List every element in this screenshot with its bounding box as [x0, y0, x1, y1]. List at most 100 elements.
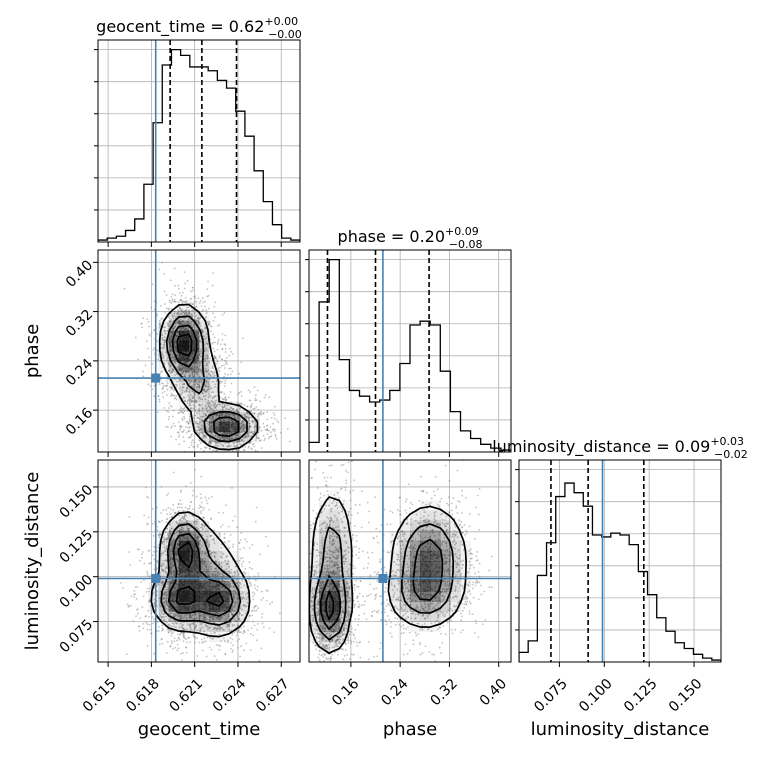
sample-point: [178, 287, 180, 290]
sample-point: [216, 426, 219, 429]
sample-point: [179, 299, 182, 301]
sample-point: [201, 641, 204, 644]
sample-point: [250, 585, 253, 587]
sample-point: [245, 435, 248, 438]
sample-point: [176, 312, 179, 314]
sample-point: [195, 305, 198, 308]
sample-point: [188, 318, 190, 321]
sample-point: [157, 621, 159, 623]
sample-point: [265, 599, 268, 602]
sample-point: [238, 419, 241, 422]
sample-point: [195, 429, 198, 432]
sample-point: [206, 342, 209, 345]
sample-point: [244, 568, 247, 570]
sample-point: [214, 383, 217, 386]
sample-point: [221, 380, 223, 383]
sample-point: [230, 420, 233, 423]
sample-point: [209, 374, 212, 377]
sample-point: [163, 343, 166, 346]
sample-point: [243, 416, 246, 419]
sample-point: [253, 592, 256, 595]
sample-point: [216, 348, 219, 351]
sample-point: [176, 431, 179, 434]
sample-point: [140, 322, 143, 325]
sample-point: [237, 411, 239, 413]
sample-point: [270, 435, 273, 438]
sample-point: [158, 383, 161, 385]
sample-point: [165, 494, 168, 497]
sample-point: [232, 353, 234, 355]
sample-point: [196, 669, 198, 671]
sample-point: [212, 417, 215, 420]
sample-point: [229, 407, 232, 410]
sample-point: [194, 361, 196, 364]
sample-point: [258, 412, 260, 415]
sample-point: [177, 354, 180, 357]
sample-point: [245, 434, 247, 437]
sample-point: [248, 399, 251, 402]
sample-point: [134, 586, 137, 588]
sample-point: [233, 410, 236, 413]
sample-point: [227, 442, 230, 444]
sample-point: [266, 411, 269, 413]
sample-point: [224, 399, 227, 402]
sample-point: [191, 309, 194, 312]
sample-point: [199, 340, 202, 343]
sample-point: [224, 414, 227, 417]
sample-point: [222, 438, 225, 441]
sample-point: [158, 322, 161, 325]
sample-point: [206, 402, 209, 405]
sample-point: [196, 383, 199, 386]
sample-point: [199, 378, 202, 381]
sample-point: [180, 294, 183, 297]
sample-point: [202, 517, 205, 520]
sample-point: [148, 623, 151, 626]
sample-point: [231, 649, 234, 652]
sample-point: [175, 315, 178, 318]
sample-point: [185, 431, 188, 434]
sample-point: [230, 418, 233, 421]
sample-point: [163, 390, 166, 393]
sample-point: [221, 408, 224, 411]
sample-point: [190, 441, 193, 444]
sample-point: [254, 425, 256, 428]
sample-point: [210, 427, 213, 430]
sample-point: [225, 413, 228, 415]
sample-point: [254, 424, 257, 427]
sample-point: [205, 370, 208, 373]
sample-point: [216, 441, 219, 444]
sample-point: [167, 363, 170, 366]
density-cell: [229, 441, 240, 452]
sample-point: [192, 401, 194, 403]
sample-point: [274, 435, 277, 438]
sample-point: [175, 322, 178, 324]
sample-point: [157, 395, 160, 397]
sample-point: [205, 408, 208, 411]
sample-point: [204, 383, 207, 386]
sample-point: [240, 424, 243, 427]
sample-point: [165, 384, 168, 387]
sample-point: [190, 401, 193, 404]
sample-point: [203, 435, 206, 438]
sample-point: [201, 453, 203, 455]
sample-point: [219, 437, 222, 440]
sample-point: [187, 422, 190, 425]
sample-point: [239, 427, 242, 430]
sample-point: [151, 388, 154, 391]
sample-point: [175, 663, 177, 665]
sample-point: [243, 440, 245, 443]
sample-point: [237, 432, 240, 435]
sample-point: [176, 380, 179, 383]
sample-point: [184, 371, 187, 374]
sample-point: [221, 313, 224, 316]
sample-point: [257, 437, 259, 439]
sample-point: [169, 371, 172, 374]
joint-panel-geocent_time-luminosity_distance: [97, 459, 301, 671]
sample-point: [229, 347, 231, 350]
sample-point: [194, 399, 197, 402]
sample-point: [207, 294, 210, 297]
sample-point: [194, 369, 197, 372]
sample-point: [199, 299, 202, 302]
sample-point: [260, 599, 263, 601]
sample-point: [216, 394, 218, 397]
